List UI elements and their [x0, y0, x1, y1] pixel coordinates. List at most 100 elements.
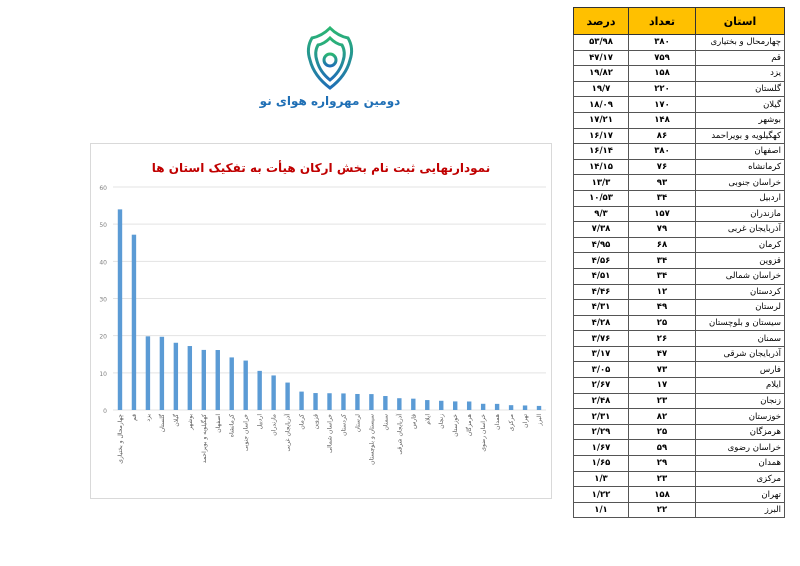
cell-percent: ۱۳/۳: [573, 174, 629, 191]
cell-province: کهگیلویه و بویراحمد: [695, 127, 785, 145]
bar: [201, 349, 206, 410]
bar: [173, 342, 179, 410]
chart-plot: 0 10 20 30 40 50 60 چهارمحال و بختیاری قم یزد گلست…: [99, 185, 546, 465]
cell-count: ۲۹: [628, 455, 696, 472]
table-row: هرمزگان ۲۵ ۲/۲۹: [573, 423, 785, 441]
cell-count: ۷۶: [628, 158, 696, 176]
table-row: کرمانشاه ۷۶ ۱۴/۱۵: [573, 158, 785, 176]
cell-province: خوزستان: [695, 408, 785, 425]
table-row: خراسان رضوی ۵۹ ۱/۶۷: [573, 439, 785, 457]
table-row: خراسان شمالی ۳۴ ۴/۵۱: [573, 267, 785, 285]
cell-percent: ۱/۱: [573, 501, 629, 519]
table-row: خوزستان ۸۲ ۲/۳۱: [573, 408, 785, 425]
cell-count: ۲۲: [628, 501, 696, 519]
x-tick-label: گیلان: [172, 414, 180, 427]
bar: [383, 396, 388, 410]
cell-province: قم: [695, 49, 785, 67]
cell-province: آذربایجان غربی: [695, 221, 785, 238]
table-header-row: استان تعداد درصد: [573, 7, 785, 35]
table-row: گلستان ۲۲۰ ۱۹/۷: [573, 80, 785, 98]
x-tick-label: کرمانشاه: [229, 414, 236, 437]
x-tick-label: اردبیل: [257, 414, 264, 430]
y-tick-label: 20: [99, 334, 107, 341]
bar: [536, 405, 542, 410]
cell-province: گلستان: [695, 80, 785, 98]
table-row: ایلام ۱۷ ۲/۶۷: [573, 377, 785, 394]
cell-percent: ۱۸/۰۹: [573, 96, 629, 113]
bar: [522, 405, 528, 410]
cell-province: مرکزی: [695, 470, 785, 488]
bar: [425, 400, 430, 410]
cell-percent: ۱۷/۲۱: [573, 111, 629, 129]
cell-percent: ۱۶/۱۷: [573, 127, 629, 145]
x-tick-label: خراسان رضوی: [480, 414, 487, 452]
bar: [397, 398, 402, 410]
cell-percent: ۱۹/۷: [573, 80, 629, 98]
bar: [257, 370, 262, 410]
cell-count: ۳۴: [628, 189, 696, 207]
x-tick-label: بوشهر: [187, 414, 194, 431]
table-row: کرمان ۶۸ ۴/۹۵: [573, 236, 785, 254]
table-row: یزد ۱۵۸ ۱۹/۸۲: [573, 65, 785, 82]
table-row: البرز ۲۲ ۱/۱: [573, 501, 785, 519]
x-tick-label: یزد: [145, 414, 152, 422]
cell-percent: ۳/۷۶: [573, 330, 629, 347]
x-tick-label: گلستان: [158, 414, 166, 432]
cell-percent: ۱۹/۸۲: [573, 65, 629, 82]
cell-percent: ۴۷/۱۷: [573, 49, 629, 67]
cell-percent: ۲/۲۹: [573, 423, 629, 441]
cell-count: ۳۴: [628, 267, 696, 285]
y-tick-label: 60: [99, 185, 107, 192]
cell-province: ایلام: [695, 377, 785, 394]
bar: [215, 350, 220, 410]
x-tick-label: کردستان: [340, 414, 347, 436]
cell-count: ۲۶: [628, 330, 696, 347]
cell-province: فارس: [695, 361, 785, 379]
cell-percent: ۱۴/۱۵: [573, 158, 629, 176]
table-row: گیلان ۱۷۰ ۱۸/۰۹: [573, 96, 785, 113]
cell-count: ۶۸: [628, 236, 696, 254]
bar: [494, 403, 500, 410]
y-tick-label: 40: [99, 259, 107, 266]
table-row: مرکزی ۲۳ ۱/۳: [573, 470, 785, 488]
cell-percent: ۱/۶۵: [573, 455, 629, 472]
bar: [117, 209, 123, 410]
cell-percent: ۵۳/۹۸: [573, 34, 629, 51]
cell-count: ۱۵۸: [628, 65, 696, 82]
y-tick-label: 30: [99, 297, 107, 304]
bar: [243, 360, 248, 410]
cell-count: ۴۷: [628, 345, 696, 363]
cell-count: ۸۶: [628, 127, 696, 145]
cell-province: آذربایجان شرقی: [695, 345, 785, 363]
province-table: استان تعداد درصد چهارمحال و بختیاری ۳۸۰ ۵۳…: [573, 7, 785, 519]
x-tick-label: خراسان شمالی: [327, 414, 334, 453]
bar: [355, 393, 360, 410]
cell-percent: ۱/۳: [573, 470, 629, 488]
cell-province: قزوین: [695, 252, 785, 269]
cell-province: خراسان رضوی: [695, 439, 785, 457]
table-row: تهران ۱۵۸ ۱/۲۲: [573, 486, 785, 503]
cell-province: کرمان: [695, 236, 785, 254]
cell-count: ۱۵۷: [628, 205, 696, 223]
cell-province: اصفهان: [695, 143, 785, 160]
chart-title: نمودارنهایی ثبت نام بخش ارکان هیأت به تف…: [151, 161, 491, 175]
bar: [299, 391, 304, 410]
cell-province: مازندران: [695, 205, 785, 223]
cell-percent: ۲/۴۸: [573, 392, 629, 410]
table-row: سیستان و بلوچستان ۲۵ ۴/۲۸: [573, 314, 785, 332]
bar: [453, 401, 458, 410]
x-tick-label: اصفهان: [215, 414, 222, 433]
cell-province: کردستان: [695, 283, 785, 301]
x-tick-label: سمنان: [382, 414, 389, 431]
table-row: کردستان ۱۲ ۴/۴۶: [573, 283, 785, 301]
cell-province: سمنان: [695, 330, 785, 347]
table-row: اصفهان ۳۸۰ ۱۶/۱۴: [573, 143, 785, 160]
y-tick-label: 0: [103, 408, 107, 415]
x-tick-label: آذربایجان شرقی: [394, 414, 403, 455]
cell-count: ۷۹: [628, 221, 696, 238]
cell-percent: ۳/۰۵: [573, 361, 629, 379]
bar: [145, 336, 151, 410]
table-row: اردبیل ۳۴ ۱۰/۵۳: [573, 189, 785, 207]
bar: [285, 382, 290, 410]
cell-province: خراسان جنوبی: [695, 174, 785, 191]
